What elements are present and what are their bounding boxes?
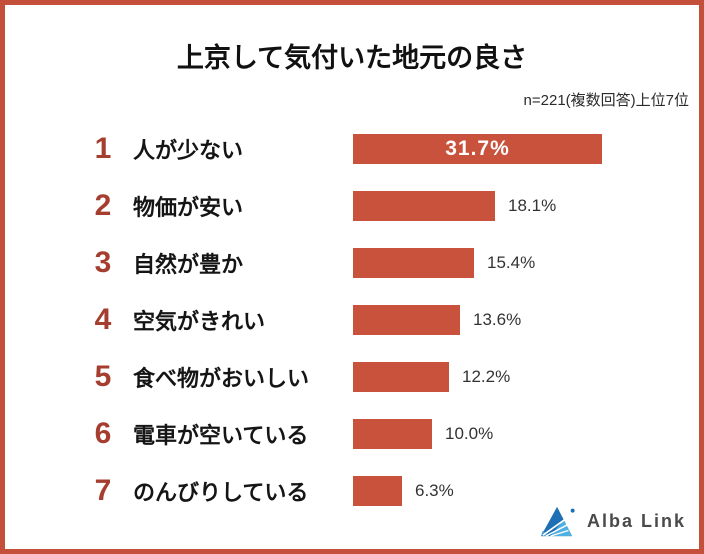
bar [353, 190, 495, 221]
chart-row: 5 食べ物がおいしい 12.2% [5, 348, 699, 405]
value-label: 12.2% [462, 366, 511, 386]
bar-track: 12.2% [353, 361, 699, 392]
chart-row: 4 空気がきれい 13.6% [5, 291, 699, 348]
bar-track: 10.0% [353, 418, 699, 449]
value-label: 31.7% [445, 136, 510, 160]
category-label: 空気がきれい [133, 308, 266, 334]
value-label: 10.0% [445, 423, 494, 443]
rank-number: 7 [94, 473, 112, 507]
bar [353, 418, 432, 449]
value-label: 15.4% [487, 252, 536, 272]
alba-link-logo-icon [540, 506, 575, 537]
chart-row: 1 人が少ない 31.7% [5, 120, 699, 177]
rank-number: 6 [94, 416, 112, 450]
rank-number: 1 [94, 131, 112, 165]
chart-title: 上京して気付いた地元の良さ [176, 43, 528, 73]
rank-number: 3 [94, 245, 112, 279]
alba-link-logo-text: Alba Link [586, 510, 686, 531]
value-label: 18.1% [508, 195, 557, 215]
bar-chart: 1 人が少ない 31.7% 2 物価が安い 18.1% 3 自然が豊か 15.4% 4 空気がきれい… [5, 120, 699, 519]
bar [353, 304, 460, 335]
rank-number: 4 [94, 302, 112, 336]
bar-track: 31.7% [353, 133, 699, 164]
category-label: 電車が空いている [133, 422, 309, 448]
category-label: 食べ物がおいしい [133, 365, 310, 391]
category-label: 人が少ない [133, 137, 244, 163]
category-label: 自然が豊か [133, 251, 244, 277]
chart-row: 2 物価が安い 18.1% [5, 177, 699, 234]
bar-track: 15.4% [353, 247, 699, 278]
chart-row: 7 のんびりしている 6.3% [5, 462, 699, 519]
rank-number: 5 [94, 359, 112, 393]
bar: 31.7% [353, 133, 602, 164]
category-label: 物価が安い [133, 194, 244, 220]
bar-track: 13.6% [353, 304, 699, 335]
value-label: 13.6% [473, 309, 522, 329]
sample-size-note: n=221(複数回答)上位7位 [523, 92, 689, 109]
value-label: 6.3% [415, 480, 454, 500]
bar [353, 361, 449, 392]
chart-row: 6 電車が空いている 10.0% [5, 405, 699, 462]
bar [353, 247, 474, 278]
bar-track: 6.3% [353, 475, 699, 506]
bar [353, 475, 402, 506]
chart-row: 3 自然が豊か 15.4% [5, 234, 699, 291]
category-label: のんびりしている [133, 479, 309, 505]
rank-number: 2 [94, 188, 112, 222]
alba-link-logo: Alba Link [539, 504, 686, 538]
bar-track: 18.1% [353, 190, 699, 221]
